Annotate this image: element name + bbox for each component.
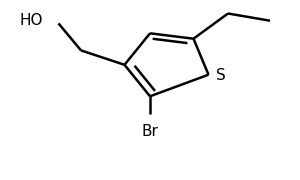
Text: Br: Br <box>142 124 158 139</box>
Text: HO: HO <box>20 13 43 28</box>
Text: S: S <box>216 68 226 83</box>
